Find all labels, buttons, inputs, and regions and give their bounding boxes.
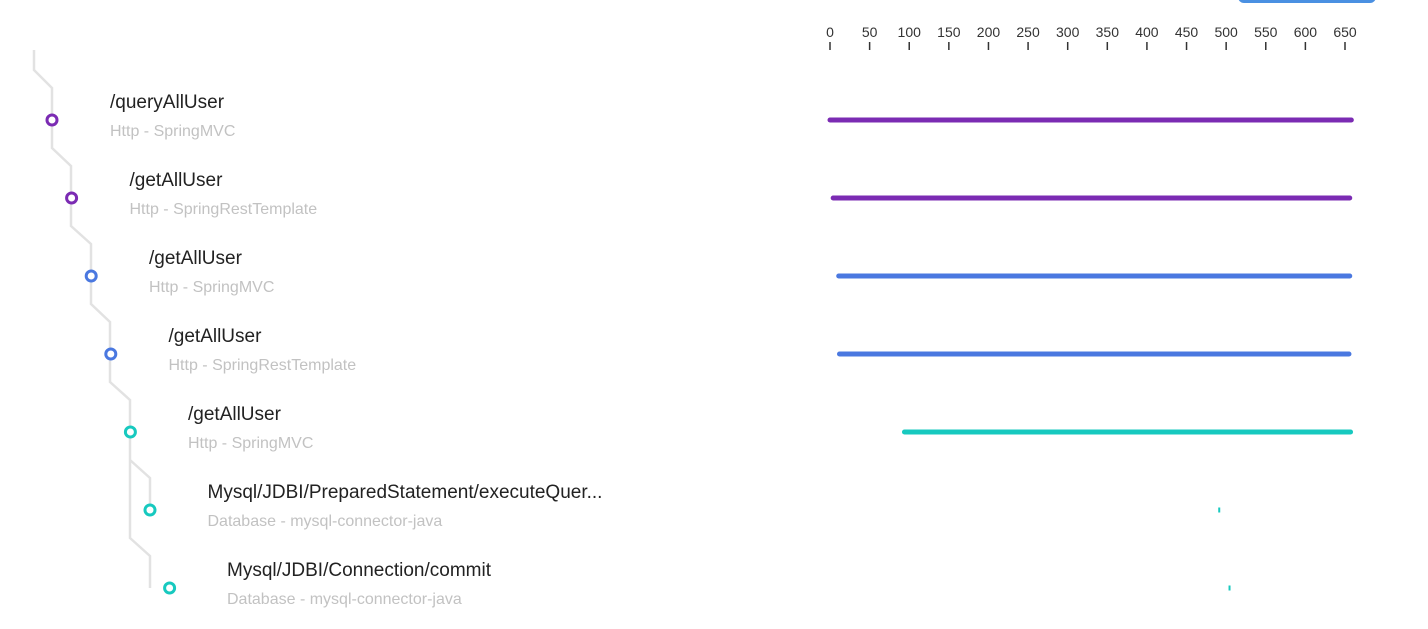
span-title: Mysql/JDBI/Connection/commit (227, 560, 491, 581)
axis-tick-label: 50 (862, 24, 878, 40)
span-subtitle: Http - SpringRestTemplate (129, 201, 318, 218)
span-subtitle: Http - SpringRestTemplate (168, 357, 357, 374)
span-subtitle: Http - SpringMVC (188, 435, 314, 452)
axis-tick-label: 550 (1254, 24, 1278, 40)
axis-tick-label: 600 (1294, 24, 1318, 40)
axis-tick-label: 400 (1135, 24, 1159, 40)
span-node-icon[interactable] (163, 581, 177, 595)
span-subtitle: Database - mysql-connector-java (227, 591, 462, 608)
span-title: Mysql/JDBI/PreparedStatement/executeQuer… (207, 482, 603, 503)
span-node-icon[interactable] (104, 347, 118, 361)
axis-tick-label: 350 (1096, 24, 1120, 40)
top-action-button[interactable] (1238, 0, 1376, 3)
span-duration-bar[interactable] (1218, 507, 1221, 513)
span-row[interactable]: /getAllUser Http - SpringMVC (149, 248, 274, 298)
axis-tick-label: 0 (826, 24, 834, 40)
span-row[interactable]: /getAllUser Http - SpringRestTemplate (130, 170, 318, 220)
span-row[interactable]: /queryAllUser Http - SpringMVC (110, 92, 235, 142)
axis-tick-label: 500 (1214, 24, 1238, 40)
span-title: /getAllUser (129, 170, 223, 191)
span-node-icon[interactable] (143, 503, 157, 517)
span-row[interactable]: /getAllUser Http - SpringRestTemplate (169, 326, 357, 376)
span-node-icon[interactable] (123, 425, 137, 439)
span-title: /getAllUser (188, 404, 281, 425)
span-subtitle: Http - SpringMVC (110, 123, 236, 140)
span-subtitle: Database - mysql-connector-java (207, 513, 443, 530)
axis-tick-label: 200 (977, 24, 1001, 40)
timeline-axis: 0 50 100 150 200 250 300 350 400 450 500 550 600 650 (826, 24, 1357, 50)
axis-tick-label: 250 (1016, 24, 1040, 40)
span-title: /queryAllUser (110, 92, 225, 113)
span-node-icon[interactable] (65, 191, 79, 205)
axis-tick-label: 300 (1056, 24, 1080, 40)
span-row[interactable]: Mysql/JDBI/PreparedStatement/executeQuer… (208, 482, 603, 532)
axis-tick-label: 150 (937, 24, 961, 40)
axis-tick-label: 650 (1333, 24, 1357, 40)
span-node-icon[interactable] (84, 269, 98, 283)
span-duration-bar[interactable] (1228, 585, 1231, 591)
span-bars (827, 117, 1354, 591)
axis-tick-label: 450 (1175, 24, 1199, 40)
span-nodes (45, 113, 177, 595)
span-node-icon[interactable] (45, 113, 59, 127)
span-subtitle: Http - SpringMVC (149, 279, 275, 296)
axis-tick-label: 100 (898, 24, 922, 40)
span-row[interactable]: /getAllUser Http - SpringMVC (188, 404, 313, 454)
span-row[interactable]: Mysql/JDBI/Connection/commit Database - m… (227, 560, 491, 610)
span-title: /getAllUser (168, 326, 262, 347)
span-title: /getAllUser (149, 248, 242, 269)
